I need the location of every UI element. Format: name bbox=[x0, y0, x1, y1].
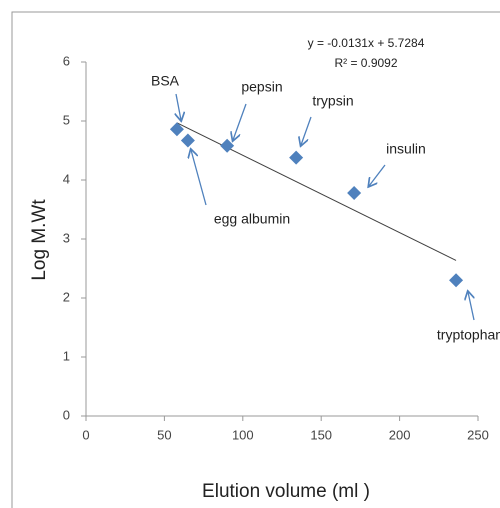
x-axis-label: Elution volume (ml ) bbox=[202, 481, 370, 502]
frame bbox=[11, 11, 500, 508]
data-point bbox=[289, 150, 304, 165]
y-tick-label: 5 bbox=[63, 112, 70, 127]
x-tick-label: 100 bbox=[232, 427, 254, 442]
arrow bbox=[233, 103, 247, 140]
trend-equation: y = -0.0131x + 5.7284 bbox=[308, 36, 425, 50]
point-label: trypsin bbox=[312, 93, 353, 109]
y-tick-label: 1 bbox=[63, 348, 70, 363]
x-tick-label: 50 bbox=[157, 427, 171, 442]
data-point bbox=[220, 138, 235, 153]
x-tick-label: 200 bbox=[389, 427, 411, 442]
trend-r-squared: R² = 0.9092 bbox=[334, 56, 397, 70]
y-tick-label: 6 bbox=[63, 53, 70, 68]
data-point bbox=[169, 122, 184, 137]
arrow bbox=[468, 292, 474, 321]
arrow bbox=[176, 93, 181, 120]
point-label: egg albumin bbox=[214, 211, 290, 227]
point-label: insulin bbox=[386, 141, 426, 157]
y-tick-label: 4 bbox=[63, 171, 70, 186]
point-label: BSA bbox=[151, 73, 180, 89]
data-point bbox=[449, 273, 464, 288]
point-label: tryptophan bbox=[437, 327, 500, 343]
data-point bbox=[180, 133, 195, 148]
point-label: pepsin bbox=[241, 79, 282, 95]
y-axis-label: Log M.Wt bbox=[29, 199, 50, 281]
arrow bbox=[301, 116, 312, 145]
arrow bbox=[369, 164, 386, 186]
x-tick-label: 150 bbox=[310, 427, 332, 442]
x-tick-label: 250 bbox=[467, 427, 489, 442]
y-tick-label: 2 bbox=[63, 289, 70, 304]
y-tick-label: 0 bbox=[63, 407, 70, 422]
arrow bbox=[191, 150, 207, 206]
y-tick-label: 3 bbox=[63, 230, 70, 245]
data-point bbox=[347, 185, 362, 200]
x-tick-label: 0 bbox=[82, 427, 89, 442]
